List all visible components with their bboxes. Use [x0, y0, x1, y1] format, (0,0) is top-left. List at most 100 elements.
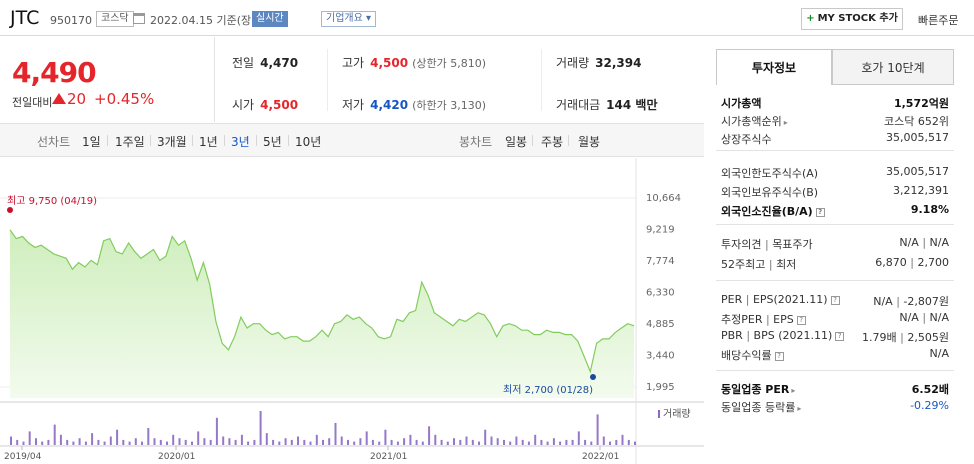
y-tick-label: 6,330 [646, 288, 675, 299]
volume-bar [615, 439, 618, 445]
info-row: 투자의견 | 목표주가 N/A | N/A [721, 236, 949, 251]
volume-bar [440, 439, 443, 445]
help-icon[interactable]: ? [835, 332, 845, 341]
as-of-date: 2022.04.15 기준(장마감) [150, 14, 276, 27]
period-10y[interactable]: 10년 [295, 135, 322, 149]
volume-bar [122, 439, 125, 445]
volume-bar [265, 433, 268, 445]
volume-bar [103, 441, 106, 445]
y-tick-label: 3,440 [646, 351, 675, 362]
volume-bar [128, 441, 131, 445]
volume-bar [365, 431, 368, 445]
info-row[interactable]: 동일업종 PER ▸ 6.52배 [721, 383, 949, 396]
help-icon[interactable]: ? [815, 208, 825, 217]
volume-bar [228, 438, 231, 445]
period-1d[interactable]: 1일 [82, 135, 101, 149]
volume-bar [203, 438, 206, 445]
volume-bar [328, 438, 331, 445]
volume-bar [272, 439, 275, 445]
volume-bar [602, 436, 605, 445]
volume-bar [534, 434, 537, 445]
up-triangle-icon [52, 93, 66, 104]
volume-bar [490, 436, 493, 445]
volume-bar [315, 434, 318, 445]
volume-bar [515, 436, 518, 445]
info-section-sector: 동일업종 PER ▸ 6.52배 동일업종 등락률 ▸ -0.29% [716, 371, 954, 421]
volume-bar [478, 441, 480, 445]
volume-bar [340, 436, 343, 445]
volume-bar [84, 441, 87, 445]
quote-low: 저가 4,420 (하한가 3,130) [342, 98, 486, 112]
info-section-foreign: 외국인한도주식수(A) 35,005,517 외국인보유주식수(B) 3,212,3… [716, 151, 954, 225]
volume-bar [403, 438, 406, 445]
caret-right-icon: ▸ [797, 404, 802, 413]
high-annotation: 최고 9,750 (04/19) [7, 195, 97, 207]
volume-bar [59, 434, 62, 445]
quote-volume: 거래량 32,394 [556, 56, 642, 70]
current-price: 4,490 [12, 56, 97, 89]
divider [327, 49, 328, 111]
volume-bar [284, 438, 287, 445]
volume-bar [303, 439, 306, 445]
volume-bar [147, 428, 150, 445]
realtime-button[interactable]: 실시간 [252, 11, 288, 27]
change-value: 20 [67, 90, 87, 108]
candle-weekly[interactable]: 주봉 [541, 135, 564, 149]
market-badge: 코스닥 [96, 11, 134, 27]
add-my-stock-button[interactable]: + MY STOCK 추가 [801, 8, 903, 30]
volume-bar [421, 441, 424, 445]
low-annotation: 최저 2,700 (01/28) [503, 384, 593, 396]
low-marker [590, 374, 596, 380]
volume-bar [552, 438, 555, 445]
period-1y[interactable]: 1년 [199, 135, 218, 149]
volume-bar [465, 436, 468, 445]
period-3y[interactable]: 3년 [231, 135, 250, 149]
volume-bar [390, 439, 393, 445]
volume-bar [41, 441, 44, 445]
y-tick-label: 4,885 [646, 319, 675, 330]
info-row[interactable]: 동일업종 등락률 ▸ -0.29% [721, 399, 949, 414]
info-section-cap: 시가총액 1,572억원 시가총액순위 ▸ 코스닥 652위 상장주식수 35,005,… [716, 85, 954, 151]
candle-daily[interactable]: 일봉 [505, 135, 528, 149]
help-icon[interactable]: ? [774, 352, 784, 361]
volume-bar [347, 439, 349, 445]
volume-bar [222, 436, 225, 445]
period-1w[interactable]: 1주일 [115, 135, 145, 149]
volume-bar [621, 434, 624, 445]
tab-ask-10[interactable]: 호가 10단계 [832, 49, 954, 85]
volume-bar [546, 441, 549, 445]
period-3m[interactable]: 3개월 [157, 135, 187, 149]
x-tick-label: 2022/01 [582, 452, 619, 462]
company-overview-button[interactable]: 기업개요 ▾ [321, 11, 376, 27]
volume-bar [521, 439, 524, 445]
quick-order-button[interactable]: 빠른주문 [918, 14, 959, 27]
volume-bar [53, 424, 56, 445]
y-tick-label: 9,219 [646, 225, 675, 236]
volume-bar [78, 438, 81, 445]
volume-bar [16, 439, 19, 445]
tab-invest-info[interactable]: 투자정보 [716, 49, 832, 85]
volume-bar [234, 439, 237, 445]
stock-header: JTC 950170 코스닥 2022.04.15 기준(장마감) 실시간 기업… [0, 0, 974, 36]
volume-bar [153, 438, 156, 445]
info-row: 추정PER | EPS? N/A | N/A [721, 311, 949, 326]
volume-bar [116, 429, 119, 445]
stock-name: JTC [10, 7, 40, 29]
volume-bar [496, 438, 499, 445]
candle-monthly[interactable]: 월봉 [578, 135, 601, 149]
volume-bar [247, 441, 250, 445]
period-5y[interactable]: 5년 [263, 135, 282, 149]
volume-bar [209, 439, 212, 445]
change-label: 전일대비 [12, 96, 53, 109]
help-icon[interactable]: ? [796, 316, 806, 325]
calendar-icon [133, 13, 145, 24]
y-tick-label: 10,664 [646, 193, 681, 204]
info-row: PER | EPS(2021.11)? N/A | -2,807원 [721, 293, 949, 308]
volume-bar [609, 441, 611, 445]
volume-bar [559, 441, 562, 445]
help-icon[interactable]: ? [830, 296, 840, 305]
chart-period-bar: 선차트 1일 1주일 3개월 1년 3년 5년 10년 봉차트 일봉 주봉 월봉 [0, 123, 704, 157]
info-row[interactable]: 시가총액순위 ▸ 코스닥 652위 [721, 115, 949, 128]
info-row: 상장주식수 35,005,517 [721, 131, 949, 146]
volume-bar [240, 434, 243, 445]
